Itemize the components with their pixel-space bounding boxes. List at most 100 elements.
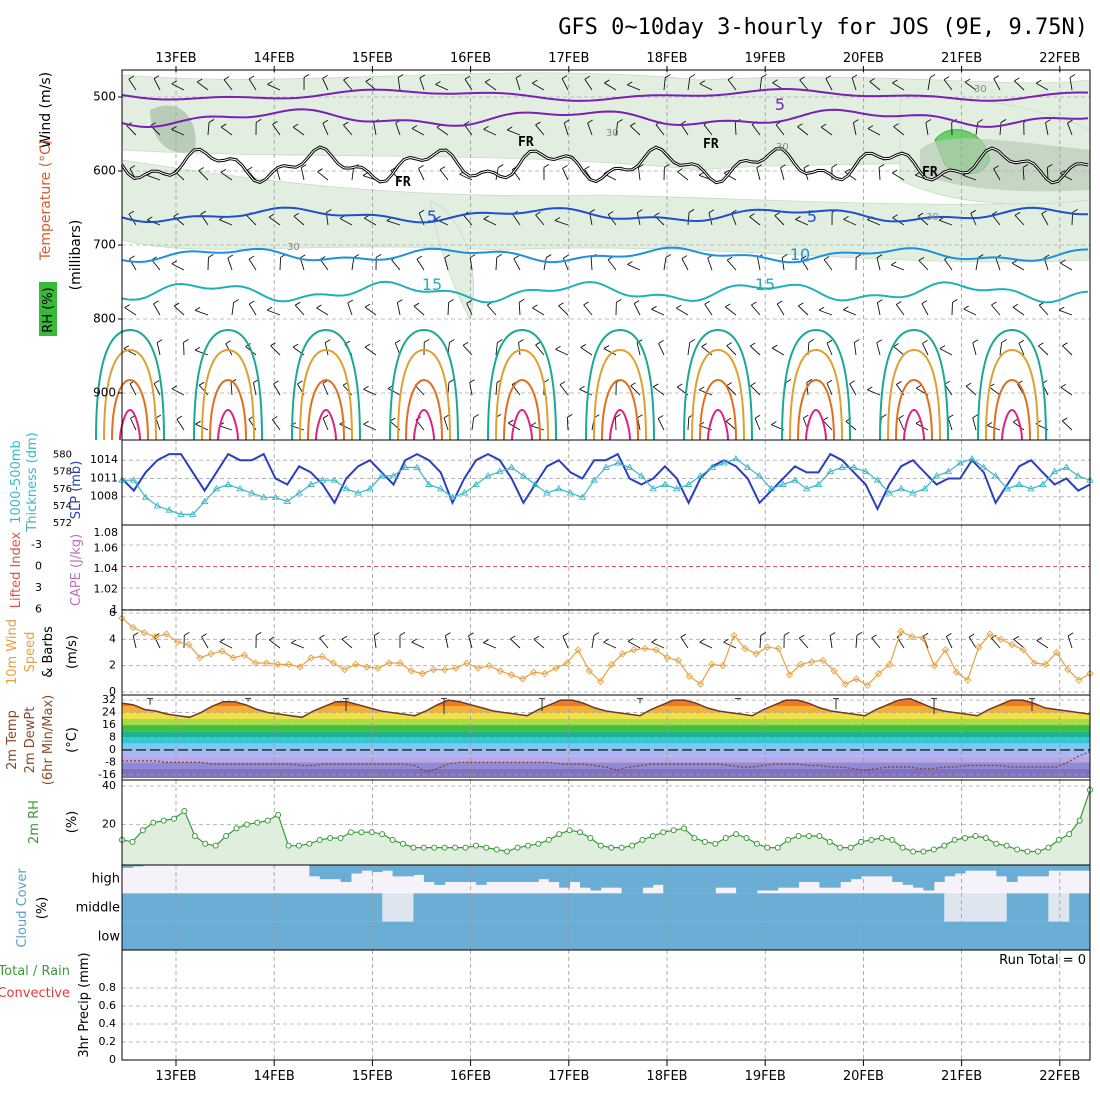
wind-barb-flag — [627, 638, 634, 642]
temp-color-band — [122, 700, 1090, 707]
wind-barb-flag — [416, 255, 423, 260]
wind-barb — [629, 125, 641, 136]
cloud-middle-bar — [736, 893, 748, 922]
wind-barb — [869, 81, 881, 91]
temp-ylabel-line3: (6hr Min/Max) — [41, 695, 56, 785]
wind-barb-flag — [196, 78, 203, 83]
wind-barb — [590, 257, 593, 271]
wind-barb — [878, 167, 881, 181]
wind-barb-flag — [964, 78, 971, 83]
temp-tick-label: 8 — [109, 731, 116, 744]
wind-barb-flag — [867, 125, 874, 129]
wind-barb-flag — [1059, 170, 1066, 174]
wind-barb-flag — [853, 119, 859, 123]
wind-barb — [867, 219, 881, 226]
upper-air-panel: 5 5 5 10 15 15 FR FR FR FR 30 30 30 30 30 — [95, 70, 1091, 441]
cloud-middle-bar — [684, 893, 695, 922]
wind-speed-point — [774, 644, 783, 653]
wind-barb-flag — [800, 255, 807, 260]
wind-speed-point — [541, 669, 549, 678]
rh-point — [462, 844, 469, 851]
cloud-middle-bar — [642, 893, 654, 922]
cloud-middle-bar — [840, 893, 852, 922]
wind-barb-flag — [972, 339, 979, 344]
dewpoint-line — [122, 750, 1091, 773]
rh-point — [681, 825, 688, 832]
wind-speed-point — [129, 623, 137, 632]
boundary-layer-isotherm — [413, 408, 435, 441]
wind-barb-flag — [689, 339, 695, 343]
wind-barb — [153, 383, 161, 396]
wind-barb — [207, 122, 210, 136]
wind-barb-flag — [986, 422, 993, 426]
cloud-high-bar — [600, 865, 612, 888]
wind-barb — [173, 305, 185, 316]
wind-barb-flag — [892, 79, 898, 84]
isotherm-15 — [121, 280, 1089, 304]
wind-barb — [892, 172, 905, 181]
wind-barb-flag — [876, 254, 883, 259]
wind-barb — [655, 124, 665, 136]
thickness-point — [838, 463, 846, 470]
cloud-middle-bar — [694, 893, 706, 922]
wind-barb-flag — [731, 209, 737, 214]
wind-barb-flag — [198, 167, 204, 171]
wind-barb-flag — [364, 303, 371, 308]
rh-point — [191, 833, 198, 840]
wind-barb-flag — [530, 422, 537, 427]
wind-ylabel-line4: (m/s) — [65, 635, 80, 669]
wind-barb — [707, 257, 713, 271]
wind-barb — [687, 77, 691, 91]
wind-barb-flag — [991, 301, 997, 306]
wind-barb-flag — [424, 339, 430, 343]
wind-barb — [676, 307, 689, 316]
wind-barb — [627, 84, 641, 91]
wind-barb-flag — [435, 215, 441, 220]
cloud-middle-bar — [340, 893, 352, 922]
wind-barb-flag — [723, 169, 730, 174]
wind-barb-flag — [183, 339, 189, 343]
wind-barb-flag — [297, 380, 303, 385]
wind-speed-point — [808, 658, 816, 666]
cloud-middle-bar — [871, 893, 883, 922]
wind-barb — [151, 259, 161, 271]
wind-speed-point — [396, 659, 404, 667]
wind-barb — [132, 635, 137, 649]
wind-barb-flag — [1041, 210, 1047, 215]
cloud-panel — [122, 865, 1091, 950]
wind-barb-flag — [918, 257, 925, 261]
wind-barb — [411, 128, 425, 136]
wind-speed-point — [240, 651, 249, 659]
wind-barb — [1058, 309, 1073, 316]
rh-point — [795, 833, 802, 840]
wind-barb-flag — [535, 211, 541, 216]
wind-barb-flag — [665, 74, 671, 78]
cloud-high-bar — [652, 865, 664, 885]
wind-barb-flag — [893, 123, 899, 128]
wind-barb — [898, 418, 905, 431]
rh-point — [545, 836, 552, 843]
wind-barb — [220, 172, 233, 181]
pressure-tick-label: 500 — [93, 90, 116, 104]
wind-barb — [637, 167, 641, 181]
wind-barb-flag — [562, 165, 568, 169]
wind-barb — [342, 384, 353, 396]
wind-barb — [447, 302, 450, 316]
wind-barb — [607, 214, 617, 226]
wind-barb-flag — [781, 254, 788, 258]
wind-barb-flag — [483, 639, 489, 644]
cloud-middle-bar — [507, 893, 519, 922]
thickness-point — [755, 472, 764, 479]
rh-point — [327, 834, 334, 841]
temp-color-band — [122, 743, 1090, 750]
rh2m-panel — [119, 780, 1093, 865]
wind-barb-flag — [255, 119, 262, 123]
wind-barb — [822, 420, 833, 431]
wind-barb — [843, 218, 857, 226]
wind-speed-point — [952, 668, 961, 676]
wind-barb — [459, 173, 473, 181]
wind-barb — [364, 217, 377, 226]
wind-barb — [615, 417, 617, 431]
boundary-layer-isotherm — [193, 328, 263, 441]
wind-barb-flag — [651, 638, 657, 643]
